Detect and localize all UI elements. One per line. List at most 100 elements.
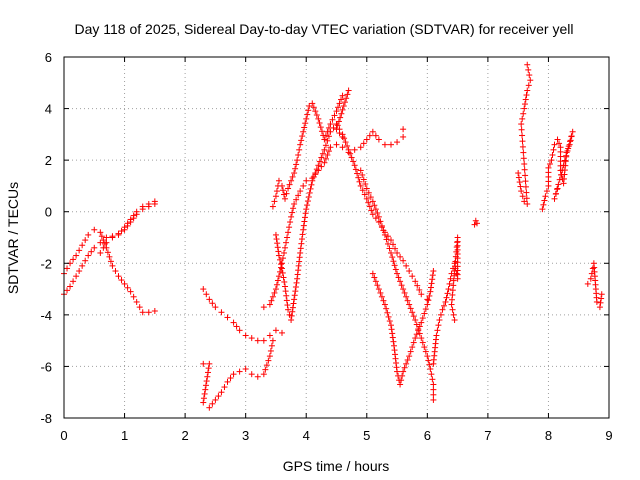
data-point <box>289 209 296 216</box>
data-point <box>91 244 98 251</box>
data-point <box>518 188 525 195</box>
data-point <box>312 108 319 115</box>
data-point <box>369 128 376 135</box>
data-point <box>425 357 432 364</box>
data-point <box>410 313 417 320</box>
data-point <box>290 205 297 212</box>
data-point <box>291 296 298 303</box>
data-point <box>73 252 80 259</box>
data-point <box>145 309 152 316</box>
data-point <box>103 239 110 246</box>
data-point <box>294 271 301 278</box>
data-point <box>103 234 110 241</box>
data-point <box>409 273 416 280</box>
data-point <box>362 180 369 187</box>
data-point <box>418 291 425 298</box>
data-point <box>352 166 359 173</box>
data-point <box>305 193 312 200</box>
data-point <box>375 286 382 293</box>
y-tick-label: 4 <box>45 102 52 117</box>
data-point <box>333 108 340 115</box>
data-point <box>340 102 347 109</box>
data-point <box>298 236 305 243</box>
data-point <box>279 265 285 272</box>
data-point <box>124 284 131 291</box>
data-point <box>317 124 324 131</box>
data-point <box>365 189 372 196</box>
data-point <box>296 254 303 261</box>
data-point <box>224 378 231 385</box>
x-tick-label: 6 <box>424 428 431 443</box>
data-point <box>336 126 343 133</box>
data-point <box>424 296 431 303</box>
data-point <box>230 319 237 326</box>
data-point <box>560 162 567 169</box>
data-point <box>316 158 323 165</box>
data-point <box>82 237 89 244</box>
data-point <box>565 143 572 150</box>
data-point <box>554 136 561 143</box>
data-point <box>401 364 408 371</box>
data-point <box>272 231 279 238</box>
data-point <box>567 138 574 145</box>
data-point <box>277 261 284 268</box>
data-point <box>433 332 440 339</box>
data-point <box>421 310 428 317</box>
data-point <box>383 236 390 243</box>
data-point <box>236 368 243 375</box>
data-point <box>130 212 137 219</box>
data-point <box>561 157 568 164</box>
data-point <box>112 268 119 275</box>
data-point <box>285 229 292 236</box>
data-point <box>130 293 137 300</box>
data-point <box>354 170 361 177</box>
data-point <box>374 282 381 289</box>
data-point <box>587 275 594 282</box>
y-tick-label: 0 <box>45 205 52 220</box>
data-point <box>221 384 228 391</box>
data-point <box>206 296 213 303</box>
data-point <box>295 267 302 274</box>
data-point <box>520 155 527 162</box>
data-point <box>388 141 394 148</box>
data-point <box>289 304 296 311</box>
data-point <box>322 142 329 149</box>
data-point <box>283 292 290 299</box>
data-point <box>339 144 346 151</box>
data-point <box>471 221 478 228</box>
data-point <box>375 136 382 143</box>
data-point <box>291 170 298 177</box>
data-point <box>205 365 212 372</box>
data-point <box>386 245 393 252</box>
data-point <box>412 335 419 342</box>
data-point <box>295 151 302 158</box>
data-point <box>325 148 332 155</box>
data-point <box>524 200 531 207</box>
data-point <box>522 183 529 190</box>
data-point <box>522 96 529 103</box>
data-point <box>283 190 290 197</box>
data-point <box>275 177 282 184</box>
data-point <box>266 332 273 339</box>
data-point <box>429 272 436 279</box>
data-point <box>371 202 378 209</box>
data-point <box>295 192 302 199</box>
data-point <box>388 326 395 333</box>
data-point <box>412 317 419 324</box>
data-point <box>446 280 453 287</box>
data-point <box>361 191 368 198</box>
data-point <box>100 244 107 251</box>
data-point <box>289 173 296 180</box>
data-point <box>384 240 391 247</box>
data-point <box>330 124 337 131</box>
data-point <box>285 306 292 313</box>
data-point <box>315 115 322 122</box>
data-point <box>389 254 396 261</box>
data-point <box>288 312 295 319</box>
data-point <box>393 364 400 371</box>
data-point <box>133 298 140 305</box>
data-point <box>139 309 146 316</box>
data-point <box>294 275 301 282</box>
data-point <box>569 128 576 135</box>
